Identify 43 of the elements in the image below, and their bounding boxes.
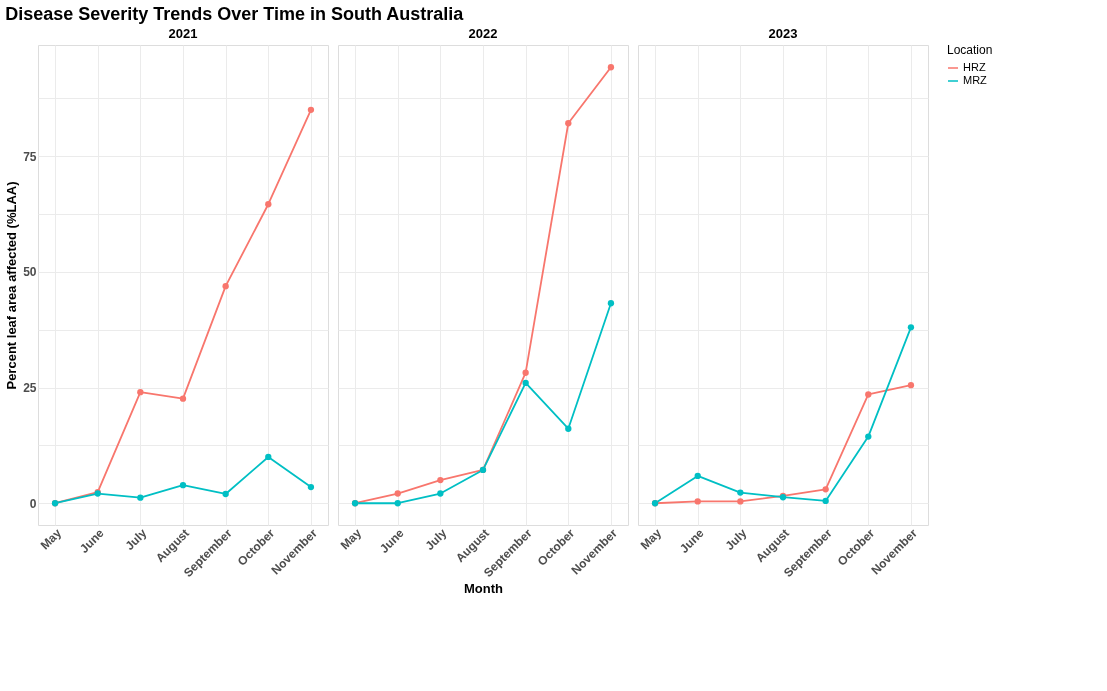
point [565,120,572,127]
chart-subtitle: 2021 [168,26,198,41]
point [222,283,229,290]
point [865,433,872,440]
legend-title: Location [947,43,993,57]
point [822,486,829,493]
point [265,453,272,461]
point [137,389,144,396]
point [907,382,915,389]
point [607,300,615,307]
point [694,472,701,480]
chart-subtitle: 2023 [768,26,798,41]
y-tick-label: 0 [29,496,37,511]
point [522,379,529,387]
y-tick-label: 75 [23,149,37,164]
point [607,64,615,71]
y-axis-title: Percent leaf area affected (%LAA) [4,181,20,390]
point [394,490,401,497]
point [307,106,315,113]
point [565,425,572,432]
legend-label: HRZ [963,61,986,73]
chart-title: Disease Severity Trends Over Time in South Australia [5,3,465,24]
legend-label: MRZ [963,74,988,86]
point [222,490,229,498]
point [865,391,872,398]
point [137,494,144,501]
y-tick-label: 25 [23,381,37,396]
point [737,489,744,496]
y-tick-label: 50 [23,265,37,280]
point [437,476,444,484]
point [307,483,315,491]
point [737,498,744,505]
point [907,324,915,331]
chart-subtitle: 2022 [468,26,498,41]
point [437,490,444,497]
point [522,369,529,376]
point [265,201,272,208]
point [394,500,401,507]
point [822,497,829,505]
x-axis-title: Month [464,581,504,597]
point [694,498,701,505]
point [179,482,187,489]
point [179,395,187,402]
